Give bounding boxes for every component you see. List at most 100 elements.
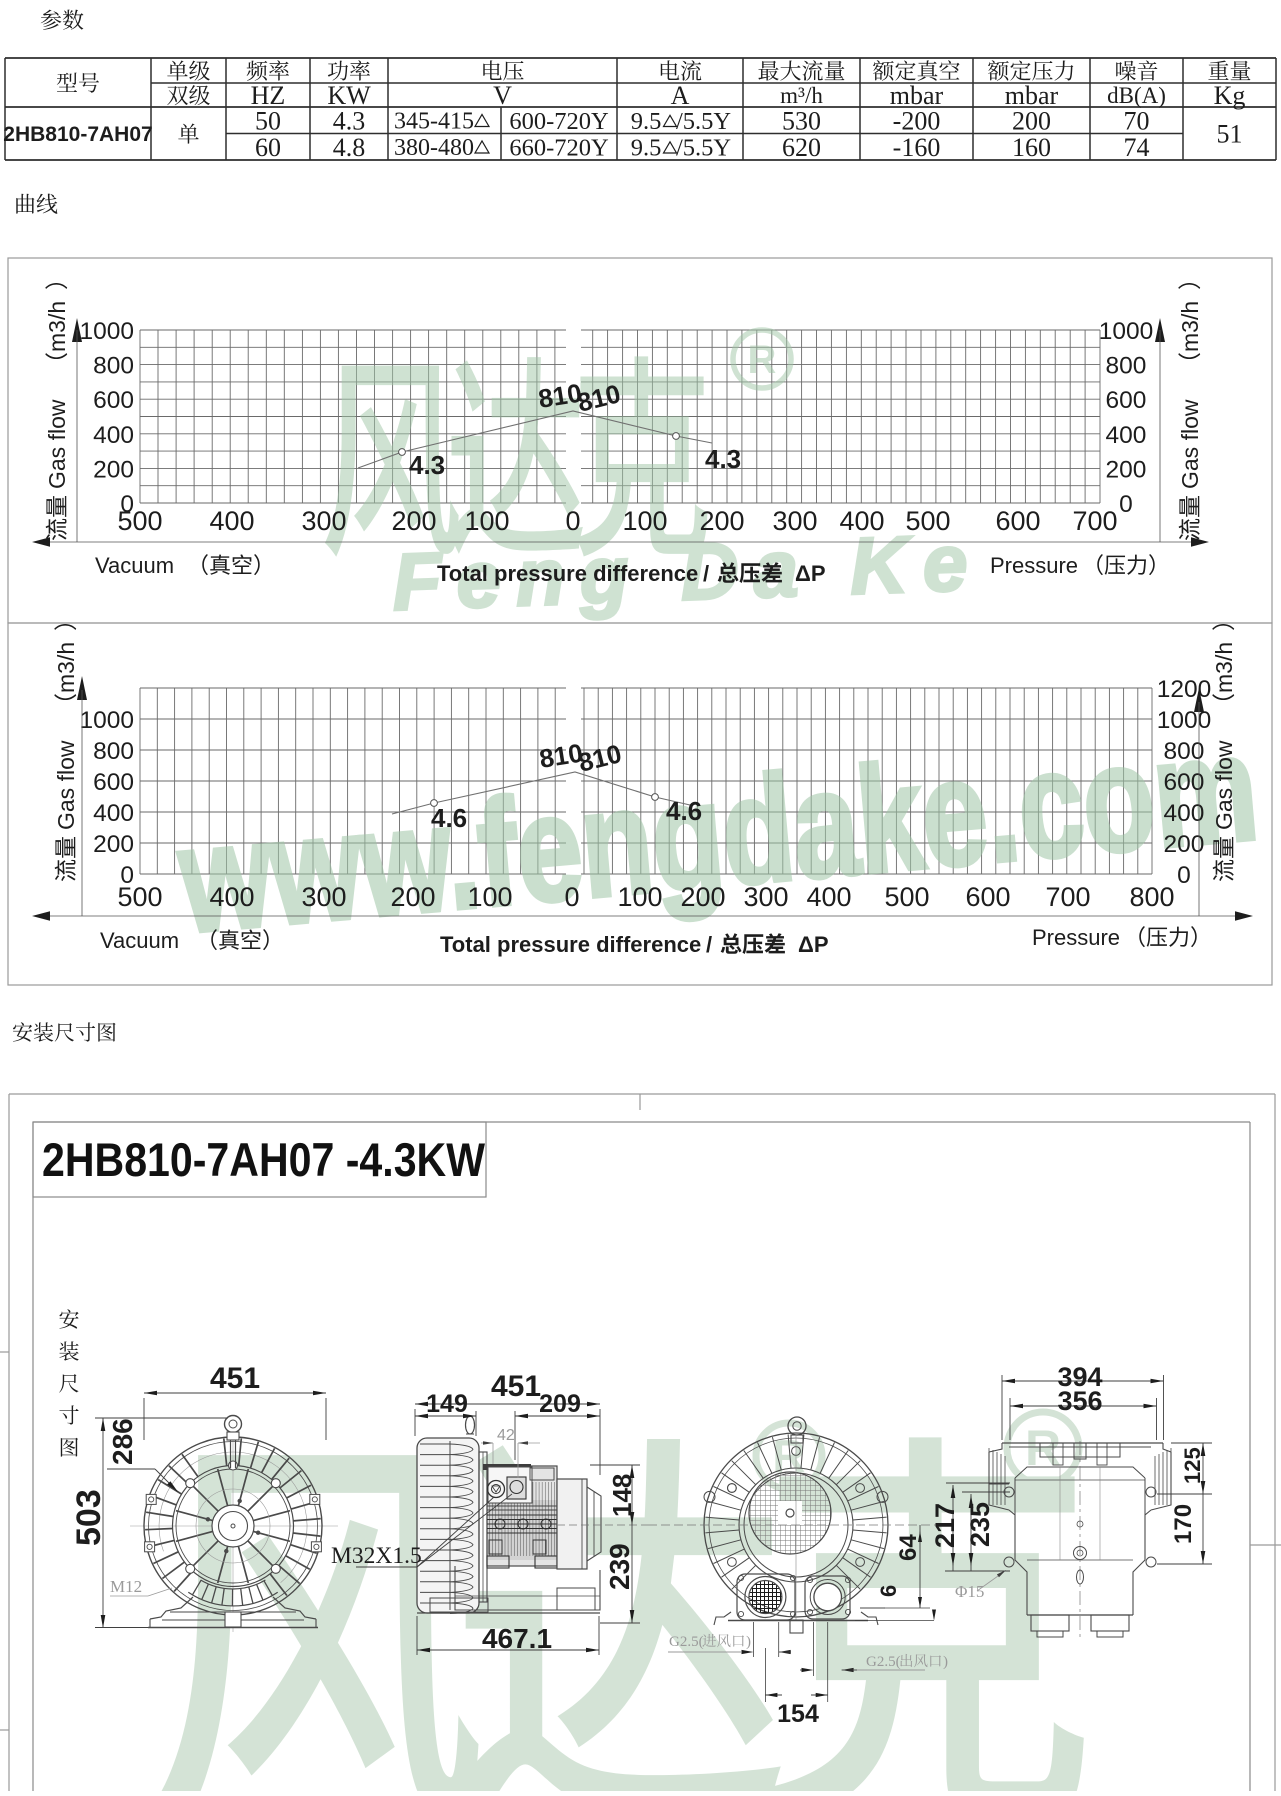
svg-text:ΔP: ΔP [798, 932, 829, 957]
svg-text:64: 64 [895, 1534, 922, 1561]
svg-text:125: 125 [1180, 1447, 1205, 1484]
svg-text:700: 700 [1045, 882, 1090, 912]
svg-text:300: 300 [772, 506, 817, 536]
svg-text:9.5: 9.5 [631, 134, 662, 161]
svg-text:800: 800 [93, 353, 134, 380]
svg-text:600: 600 [93, 769, 134, 796]
svg-text:M12: M12 [110, 1577, 142, 1596]
svg-text:600: 600 [965, 882, 1010, 912]
svg-text:70: 70 [1124, 106, 1150, 135]
svg-text:200: 200 [699, 506, 744, 536]
svg-text:400: 400 [1106, 422, 1147, 449]
svg-text:Gas flow: Gas flow [53, 740, 79, 830]
svg-text:200: 200 [680, 882, 725, 912]
svg-text:300: 300 [301, 506, 346, 536]
svg-text:530: 530 [782, 106, 821, 135]
svg-text:4.3: 4.3 [333, 106, 366, 135]
svg-text:Φ15: Φ15 [955, 1582, 984, 1601]
svg-text:400: 400 [1164, 800, 1205, 827]
svg-text:345-415: 345-415 [394, 109, 474, 135]
svg-text:620: 620 [782, 133, 821, 162]
svg-text:/: / [706, 932, 712, 957]
svg-text:600: 600 [93, 387, 134, 414]
svg-text:356: 356 [1057, 1386, 1102, 1416]
svg-text:600-720Y: 600-720Y [509, 108, 609, 135]
svg-text:Pressure: Pressure [1032, 925, 1120, 950]
svg-text:G2.5(: G2.5( [669, 1634, 704, 1650]
svg-text:Vacuum: Vacuum [95, 553, 174, 578]
svg-text:V: V [493, 81, 512, 110]
svg-text:286: 286 [107, 1418, 138, 1465]
svg-text:200: 200 [1106, 456, 1147, 483]
svg-text:100: 100 [467, 882, 512, 912]
svg-text:Kg: Kg [1214, 81, 1246, 110]
svg-text:380-480: 380-480 [394, 135, 474, 161]
svg-text:/: / [703, 561, 709, 586]
svg-text:500: 500 [117, 882, 162, 912]
svg-text:G2.5(: G2.5( [866, 1654, 901, 1670]
svg-text:0: 0 [564, 882, 579, 912]
svg-text:154: 154 [777, 1700, 819, 1728]
svg-text:1000: 1000 [79, 707, 134, 734]
svg-text:600: 600 [1164, 769, 1205, 796]
svg-text:50: 50 [255, 106, 281, 135]
svg-text:200: 200 [93, 456, 134, 483]
svg-text:451: 451 [210, 1362, 260, 1395]
svg-text:m³/h: m³/h [780, 83, 823, 108]
svg-text:239: 239 [604, 1543, 635, 1590]
svg-text:217: 217 [930, 1503, 960, 1548]
svg-text:660-720Y: 660-720Y [509, 134, 609, 161]
svg-text:800: 800 [93, 738, 134, 765]
svg-text:Total pressure difference: Total pressure difference [440, 932, 701, 957]
svg-text:800: 800 [1129, 882, 1174, 912]
svg-text:2HB810-7AH07: 2HB810-7AH07 [3, 123, 152, 146]
svg-text:Gas flow: Gas flow [1211, 740, 1237, 830]
svg-text:/5.5Y: /5.5Y [676, 135, 731, 162]
svg-text:100: 100 [464, 506, 509, 536]
svg-text:600: 600 [1106, 387, 1147, 414]
svg-text:100: 100 [622, 506, 667, 536]
svg-text:4.6: 4.6 [666, 796, 702, 826]
svg-text:400: 400 [209, 882, 254, 912]
svg-text:m3/h: m3/h [44, 301, 70, 352]
svg-text:Total pressure difference: Total pressure difference [437, 561, 698, 586]
svg-text:200: 200 [1012, 106, 1051, 135]
svg-text:4.8: 4.8 [333, 133, 366, 162]
svg-text:M32X1.5: M32X1.5 [331, 1543, 422, 1569]
svg-text:100: 100 [617, 882, 662, 912]
svg-text:1000: 1000 [79, 318, 134, 345]
svg-text:800: 800 [1164, 738, 1205, 765]
svg-text:0: 0 [565, 506, 580, 536]
svg-text:451: 451 [491, 1370, 541, 1403]
svg-text:300: 300 [743, 882, 788, 912]
svg-text:42: 42 [497, 1427, 515, 1444]
svg-text:R: R [1025, 1420, 1061, 1476]
svg-text:148: 148 [607, 1474, 637, 1517]
svg-text:4.6: 4.6 [431, 803, 467, 833]
svg-text:51: 51 [1217, 119, 1243, 148]
svg-text:200: 200 [391, 506, 436, 536]
svg-text:700: 700 [1072, 506, 1117, 536]
svg-text:0: 0 [1119, 491, 1133, 518]
svg-text:400: 400 [839, 506, 884, 536]
svg-text:A: A [671, 81, 690, 110]
svg-text:ΔP: ΔP [795, 561, 826, 586]
svg-text:400: 400 [806, 882, 851, 912]
svg-text:4.3: 4.3 [409, 450, 445, 480]
svg-text:503: 503 [70, 1489, 108, 1546]
svg-text:dB(A): dB(A) [1107, 83, 1166, 108]
svg-text:Vacuum: Vacuum [100, 928, 179, 953]
svg-text:400: 400 [93, 800, 134, 827]
svg-text:-160: -160 [893, 133, 941, 162]
svg-text:60: 60 [255, 133, 281, 162]
svg-text:1000: 1000 [1099, 318, 1154, 345]
svg-text:1200: 1200 [1157, 676, 1212, 703]
svg-text:209: 209 [539, 1390, 581, 1418]
svg-text:160: 160 [1012, 133, 1051, 162]
svg-text:300: 300 [301, 882, 346, 912]
svg-text:200: 200 [93, 831, 134, 858]
svg-text:m3/h: m3/h [53, 642, 79, 693]
svg-text:170: 170 [1170, 1504, 1197, 1544]
svg-text:): ) [943, 1654, 948, 1670]
svg-text:2HB810-7AH07 -4.3KW: 2HB810-7AH07 -4.3KW [42, 1133, 486, 1186]
